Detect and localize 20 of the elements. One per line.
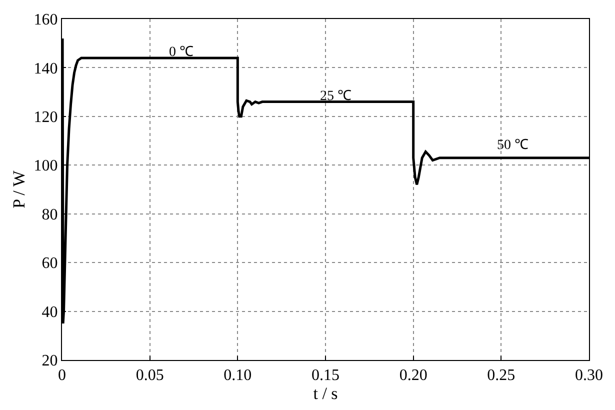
y-tick-label: 140: [34, 60, 58, 78]
annotation: 25 ℃: [320, 89, 352, 104]
y-tick-label: 80: [42, 206, 58, 224]
annotation: 0 ℃: [169, 45, 194, 60]
x-tick-label: 0: [58, 367, 66, 384]
x-tick-label: 0.25: [487, 367, 516, 384]
y-tick-label: 100: [34, 158, 58, 175]
x-tick-label: 0.10: [224, 367, 252, 384]
annotation: 50 ℃: [497, 138, 528, 153]
x-tick-label: 0.15: [312, 367, 340, 384]
y-axis-title: P / W: [9, 170, 28, 208]
x-tick-label: 0.20: [399, 367, 428, 384]
y-tick-label: 120: [34, 109, 58, 126]
y-tick-label: 160: [34, 12, 58, 29]
y-tick-label: 60: [42, 255, 58, 272]
x-tick-label: 0.05: [136, 367, 164, 384]
x-axis-title: t / s: [313, 384, 338, 404]
x-tick-label: 0.30: [575, 367, 603, 384]
y-tick-label: 40: [42, 304, 58, 321]
y-tick-label: 20: [42, 352, 58, 370]
